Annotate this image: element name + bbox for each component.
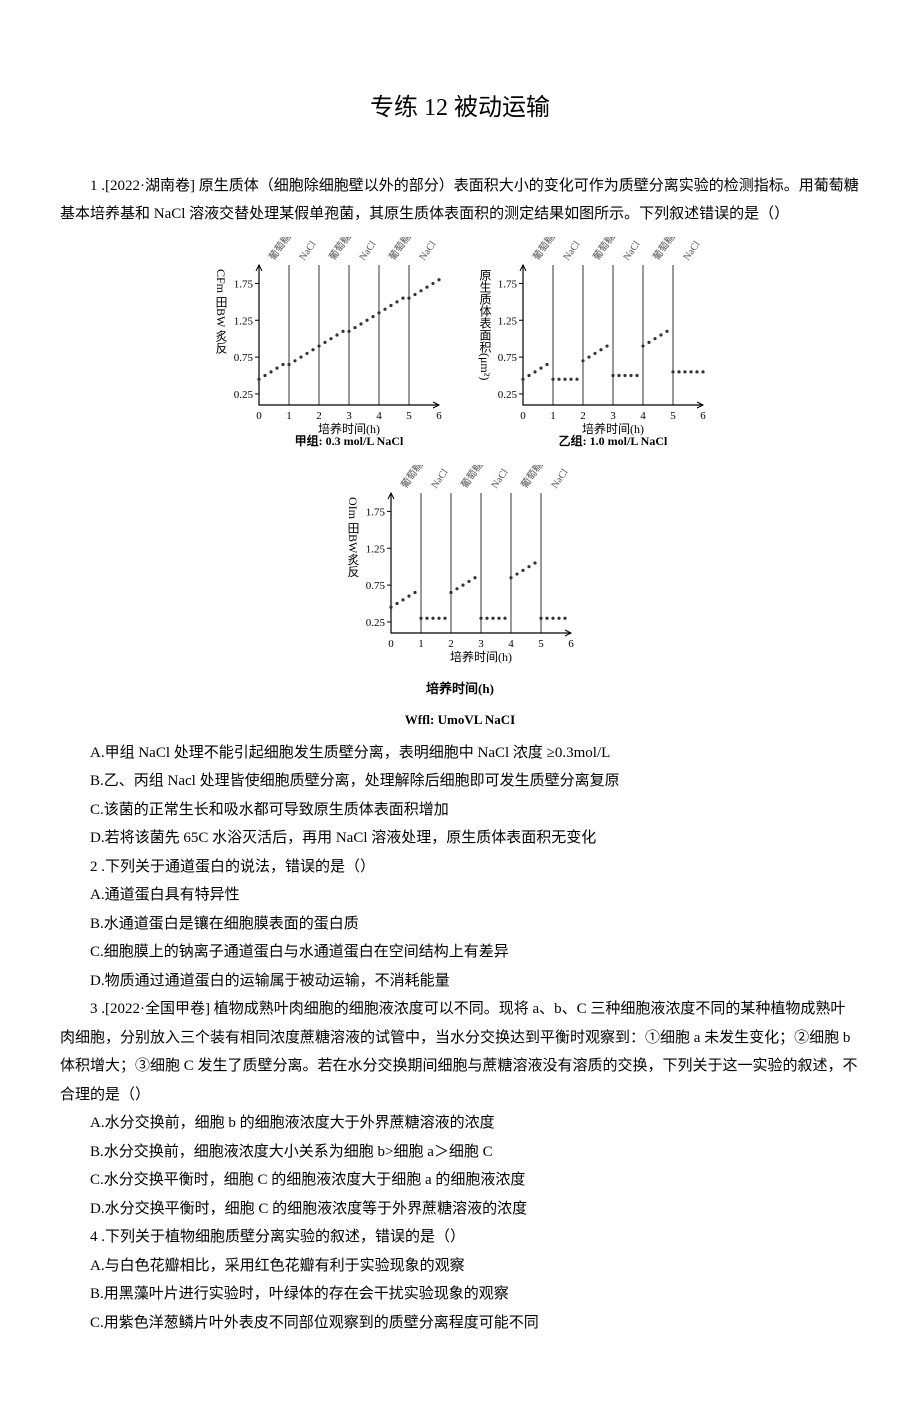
- svg-text:3: 3: [346, 410, 352, 422]
- q2-optC: C.细胞膜上的钠离子通道蛋白与水通道蛋白在空间结构上有差异: [60, 938, 860, 967]
- svg-text:NaCl: NaCl: [357, 239, 378, 263]
- svg-text:0.25: 0.25: [366, 617, 386, 629]
- svg-text:0: 0: [388, 638, 394, 650]
- svg-text:葡萄糖: 葡萄糖: [530, 237, 558, 263]
- svg-text:1.25: 1.25: [234, 315, 254, 327]
- svg-text:3: 3: [610, 410, 616, 422]
- charts-row-top: 0.250.751.251.750123456葡萄糖NaCl葡萄糖NaCl葡萄糖…: [60, 237, 860, 462]
- page-title: 专练 12 被动运输: [60, 86, 860, 132]
- svg-text:葡萄糖: 葡萄糖: [398, 465, 426, 491]
- q3-optA: A.水分交换前，细胞 b 的细胞液浓度大于外界蔗糖溶液的浓度: [60, 1109, 860, 1138]
- svg-text:1.25: 1.25: [498, 315, 518, 327]
- svg-text:NaCl: NaCl: [621, 239, 642, 263]
- svg-text:0: 0: [520, 410, 526, 422]
- q1-optA: A.甲组 NaCl 处理不能引起细胞发生质壁分离，表明细胞中 NaCl 浓度 ≥…: [60, 739, 860, 768]
- q2-stem: 2 .下列关于通道蛋白的说法，错误的是（）: [60, 853, 860, 882]
- chart-乙: 0.250.751.251.750123456葡萄糖NaCl葡萄糖NaCl葡萄糖…: [475, 237, 709, 462]
- svg-text:2: 2: [580, 410, 586, 422]
- svg-text:原生质体表面积(μm²): 原生质体表面积(μm²): [478, 269, 492, 380]
- svg-text:甲组: 0.3 mol/L NaCl: 甲组: 0.3 mol/L NaCl: [295, 433, 404, 448]
- q3-optC: C.水分交换平衡时，细胞 C 的细胞液浓度大于细胞 a 的细胞液浓度: [60, 1166, 860, 1195]
- q4-optC: C.用紫色洋葱鳞片叶外表皮不同部位观察到的质壁分离程度可能不同: [60, 1309, 860, 1338]
- svg-text:2: 2: [316, 410, 322, 422]
- svg-text:培养时间(h): 培养时间(h): [450, 649, 512, 664]
- svg-text:0.25: 0.25: [498, 389, 518, 401]
- svg-text:0.75: 0.75: [366, 580, 386, 592]
- svg-text:葡萄糖: 葡萄糖: [590, 237, 618, 263]
- svg-text:葡萄糖: 葡萄糖: [326, 237, 354, 263]
- chart-甲: 0.250.751.251.750123456葡萄糖NaCl葡萄糖NaCl葡萄糖…: [211, 237, 445, 462]
- q2-optA: A.通道蛋白具有特异性: [60, 881, 860, 910]
- svg-text:4: 4: [640, 410, 646, 422]
- svg-text:0.75: 0.75: [234, 352, 254, 364]
- svg-text:1.25: 1.25: [366, 543, 386, 555]
- svg-text:NaCl: NaCl: [417, 239, 438, 263]
- svg-text:5: 5: [538, 638, 544, 650]
- svg-text:4: 4: [376, 410, 382, 422]
- svg-text:0: 0: [256, 410, 262, 422]
- svg-text:葡萄糖: 葡萄糖: [386, 237, 414, 263]
- svg-text:6: 6: [700, 410, 706, 422]
- svg-text:1.75: 1.75: [234, 278, 254, 290]
- caption-x-丙: 培养时间(h): [60, 677, 860, 702]
- svg-text:NaCl: NaCl: [561, 239, 582, 263]
- svg-text:2: 2: [448, 638, 454, 650]
- svg-text:葡萄糖: 葡萄糖: [650, 237, 678, 263]
- svg-text:NaCl: NaCl: [297, 239, 318, 263]
- svg-text:葡萄糖: 葡萄糖: [458, 465, 486, 491]
- q3-optD: D.水分交换平衡时，细胞 C 的细胞液浓度等于外界蔗糖溶液的浓度: [60, 1195, 860, 1224]
- q2-optD: D.物质通过通道蛋白的运输属于被动运输，不消耗能量: [60, 967, 860, 996]
- svg-text:1: 1: [286, 410, 292, 422]
- svg-text:CFm 田BW 炙反: CFm 田BW 炙反: [214, 269, 228, 355]
- svg-text:乙组: 1.0 mol/L NaCl: 乙组: 1.0 mol/L NaCl: [559, 433, 668, 448]
- svg-text:4: 4: [508, 638, 514, 650]
- svg-text:3: 3: [478, 638, 484, 650]
- svg-text:0.75: 0.75: [498, 352, 518, 364]
- svg-text:OIm 田BW炙反: OIm 田BW炙反: [346, 497, 360, 578]
- svg-text:NaCl: NaCl: [429, 467, 450, 491]
- q1-optC: C.该菌的正常生长和吸水都可导致原生质体表面积增加: [60, 796, 860, 825]
- svg-text:葡萄糖: 葡萄糖: [266, 237, 294, 263]
- q2-optB: B.水通道蛋白是镶在细胞膜表面的蛋白质: [60, 910, 860, 939]
- svg-text:5: 5: [406, 410, 412, 422]
- svg-text:葡萄糖: 葡萄糖: [518, 465, 546, 491]
- svg-text:1: 1: [418, 638, 424, 650]
- caption-丙: Wffl: UmoVL NaCI: [60, 708, 860, 733]
- q1-optD: D.若将该菌先 65C 水浴灭活后，再用 NaCl 溶液处理，原生质体表面积无变…: [60, 824, 860, 853]
- svg-text:NaCl: NaCl: [681, 239, 702, 263]
- svg-text:1.75: 1.75: [498, 278, 518, 290]
- svg-text:NaCl: NaCl: [549, 467, 570, 491]
- q1-stem: 1 .[2022·湖南卷] 原生质体（细胞除细胞壁以外的部分）表面积大小的变化可…: [60, 172, 860, 229]
- q4-optA: A.与白色花瓣相比，采用红色花瓣有利于实验现象的观察: [60, 1252, 860, 1281]
- q3-optB: B.水分交换前，细胞液浓度大小关系为细胞 b>细胞 a＞细胞 C: [60, 1138, 860, 1167]
- svg-text:6: 6: [568, 638, 574, 650]
- chart-丙: 0.250.751.251.750123456葡萄糖NaCl葡萄糖NaCl葡萄糖…: [60, 465, 860, 673]
- svg-text:6: 6: [436, 410, 442, 422]
- svg-text:5: 5: [670, 410, 676, 422]
- svg-text:0.25: 0.25: [234, 389, 254, 401]
- svg-text:1: 1: [550, 410, 556, 422]
- q4-stem: 4 .下列关于植物细胞质壁分离实验的叙述，错误的是（）: [60, 1223, 860, 1252]
- q4-optB: B.用黑藻叶片进行实验时，叶绿体的存在会干扰实验现象的观察: [60, 1280, 860, 1309]
- svg-text:NaCl: NaCl: [489, 467, 510, 491]
- q1-optB: B.乙、丙组 Nacl 处理皆使细胞质壁分离，处理解除后细胞即可发生质壁分离复原: [60, 767, 860, 796]
- q3-stem: 3 .[2022·全国甲卷] 植物成熟叶肉细胞的细胞液浓度可以不同。现将 a、b…: [60, 995, 860, 1109]
- svg-text:1.75: 1.75: [366, 507, 386, 519]
